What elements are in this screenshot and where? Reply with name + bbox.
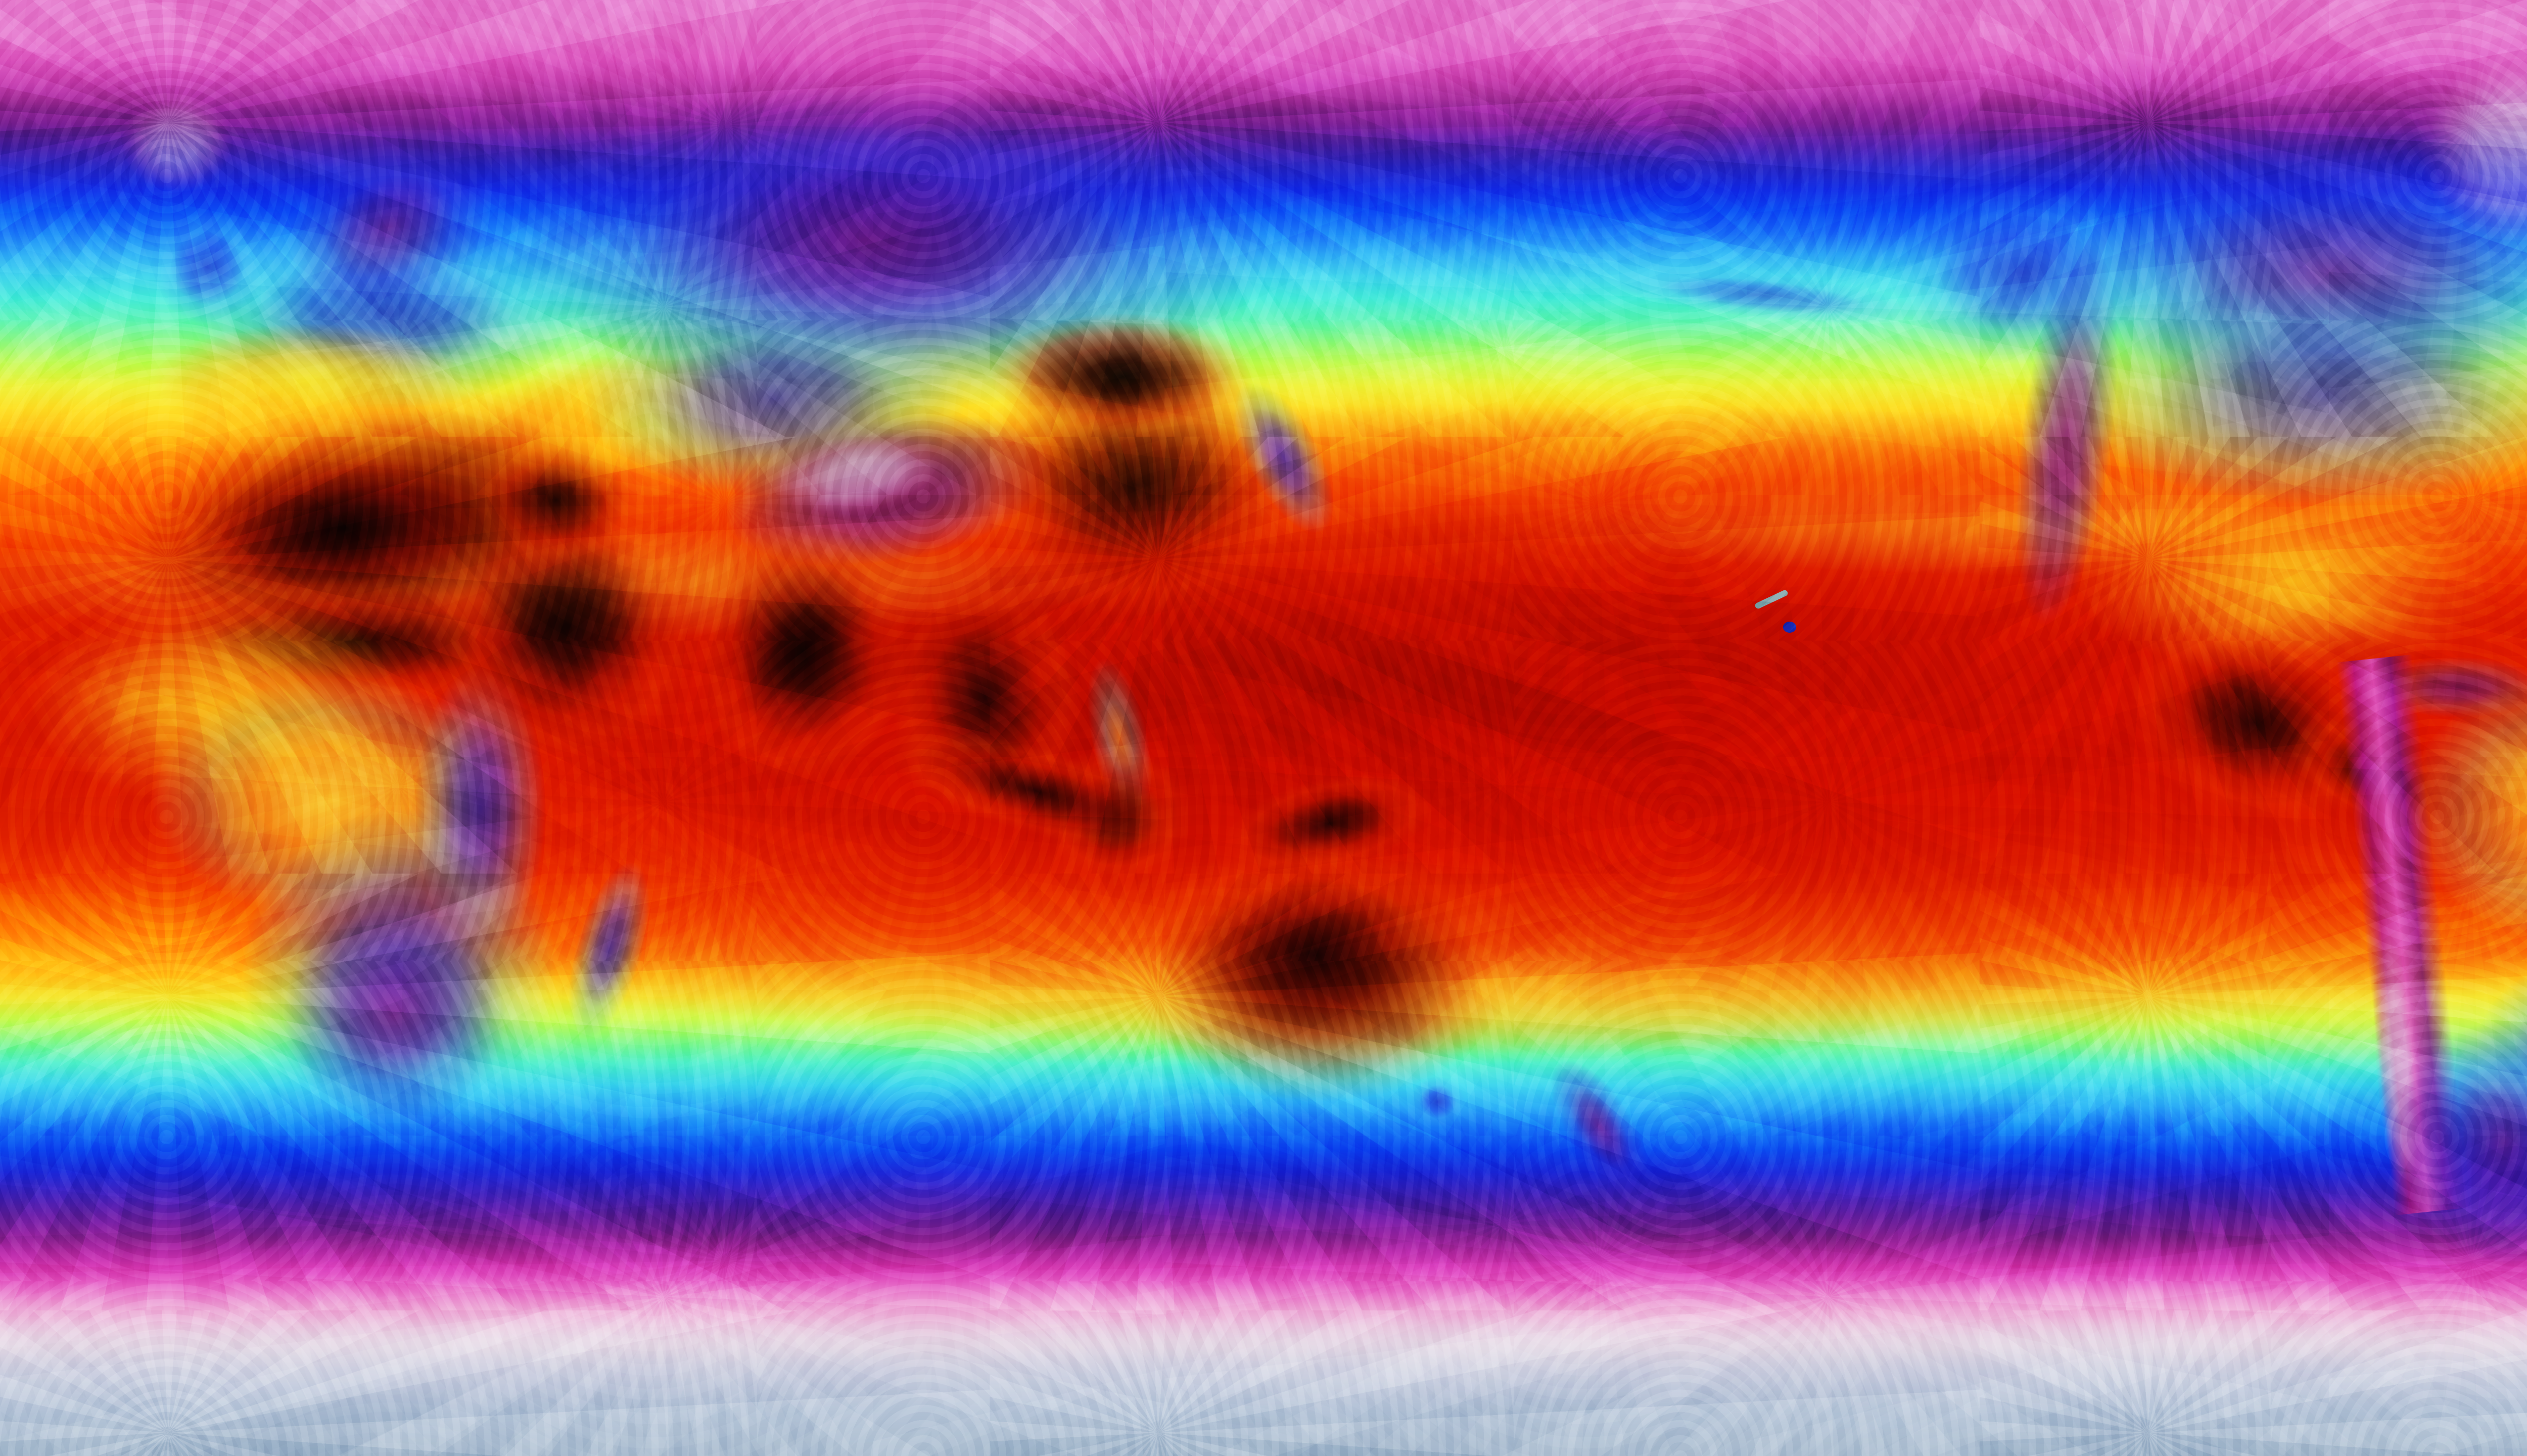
global-temperature-map: Global Surface Air Temperature Equirecta…: [0, 0, 2527, 1456]
atmospheric-turbulence-texture: [0, 0, 2527, 1456]
pole-smoothing-overlay: [0, 0, 2527, 1456]
antarctic-cap: [0, 0, 2527, 1456]
atmospheric-eddy-texture: [0, 0, 2527, 1456]
